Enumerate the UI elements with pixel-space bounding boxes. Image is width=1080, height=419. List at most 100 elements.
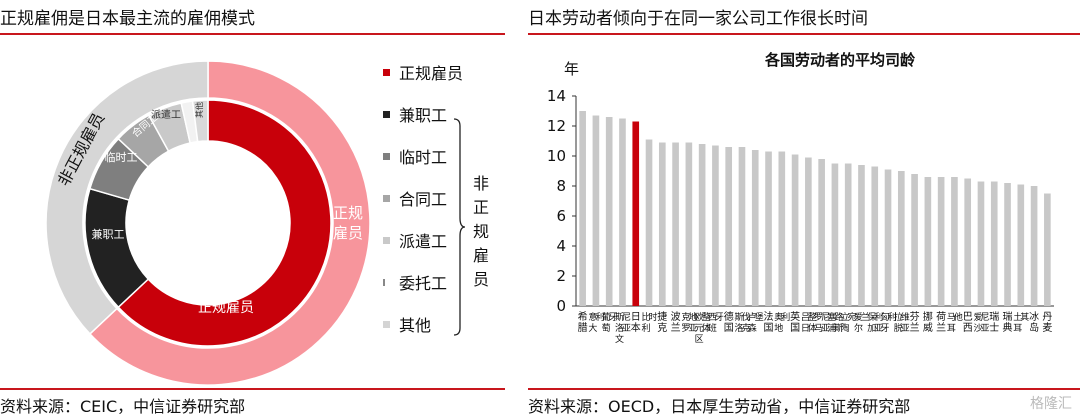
x-tick-label: 立陶宛 — [841, 311, 857, 334]
bar — [1017, 184, 1025, 306]
right-source: 资料来源：OECD，日本厚生劳动省，中信证券研究部 — [528, 397, 911, 416]
bar — [844, 163, 852, 306]
bar — [897, 171, 905, 306]
legend-label: 派遣工 — [399, 232, 448, 251]
bar — [698, 144, 706, 306]
bar — [712, 145, 719, 306]
x-tick-label: 意大利 — [588, 311, 604, 334]
x-tick-label: 爱沙尼亚 — [973, 312, 989, 334]
x-tick-label: 罗马尼亚 — [814, 312, 830, 334]
x-tick-label: 日本 — [631, 312, 641, 334]
bar — [818, 159, 825, 306]
x-tick-label: 吕日整体 — [801, 311, 817, 334]
legend-label: 其他 — [399, 316, 432, 335]
x-tick-label: 芬兰 — [910, 311, 920, 334]
left-source: 资料来源：CEIC，中信证券研究部 — [0, 397, 246, 416]
legend-swatch — [383, 68, 390, 76]
bar — [858, 165, 865, 306]
x-tick-label: 爱尔兰 — [854, 311, 870, 334]
y-tick-label: 6 — [556, 207, 566, 225]
y-tick-label: 14 — [547, 87, 566, 105]
legend-label: 兼职工 — [399, 106, 448, 125]
legend-item-other: 其他 — [383, 314, 432, 335]
legend-swatch — [383, 236, 390, 244]
bar — [632, 121, 640, 306]
watermark-text: 格隆汇 — [1030, 396, 1072, 412]
legend-swatch — [383, 110, 390, 118]
bar — [937, 177, 945, 306]
bar — [951, 177, 958, 306]
bar — [605, 117, 613, 306]
x-tick-label: 比利时 — [642, 311, 658, 334]
y-tick-label: 2 — [556, 267, 566, 285]
x-tick-label: 马耳他 — [947, 311, 963, 334]
bar — [658, 142, 666, 306]
x-tick-label: 捷克 — [657, 310, 667, 334]
x-tick-label: 斯洛伐克 — [734, 311, 750, 334]
bar — [911, 174, 918, 306]
y-tick-label: 10 — [547, 147, 566, 165]
legend-swatch — [383, 152, 390, 160]
x-tick-label: 欧元区整体 — [695, 311, 711, 345]
legend-item-commission: 委托工 — [383, 272, 448, 293]
bar — [619, 118, 626, 306]
inner-label-part-time: 兼职工 — [92, 228, 125, 241]
x-tick-label: 奥地利 — [774, 311, 790, 334]
bar — [1004, 183, 1011, 306]
bar — [977, 181, 985, 306]
x-tick-label: 挪威 — [923, 310, 933, 334]
legend-swatch — [383, 194, 390, 202]
right-panel: 日本劳动者倾向于在同一家公司工作很长时间 各国劳动者的平均司龄年 0 2 4 6 8 10 1… — [528, 0, 1080, 419]
bar — [964, 178, 972, 306]
y-tick-label: 4 — [556, 237, 566, 255]
left-panel: 正规雇佣是日本最主流的雇佣模式 正规雇员 兼职工 临时工 合同工 派遣工 其他 正规雇员 非正… — [0, 0, 505, 419]
y-tick-label: 12 — [547, 117, 566, 135]
x-tick-label: 土耳其 — [1013, 311, 1029, 334]
legend-item-temp: 临时工 — [383, 146, 448, 167]
legend-swatch — [383, 320, 390, 328]
x-tick-label: 葡萄牙 — [602, 311, 618, 334]
right-bottom-rule — [528, 388, 1080, 390]
bar — [725, 147, 733, 306]
left-bottom-rule — [0, 388, 505, 390]
legend-swatch — [383, 278, 390, 286]
bar — [831, 163, 839, 306]
y-tick-label: 0 — [556, 297, 566, 315]
bar — [765, 151, 772, 306]
x-tick-label: 西班牙 — [708, 312, 724, 334]
bar — [884, 169, 892, 306]
inner-label-regular: 正规雇员 — [198, 299, 254, 316]
x-tick-label: 巴西 — [963, 311, 973, 334]
bar — [990, 181, 998, 306]
legend-item-regular: 正规雇员 — [383, 62, 463, 83]
inner-label-other: 其他 — [194, 102, 204, 118]
outer-slice-1 — [45, 60, 209, 335]
bar — [579, 111, 586, 306]
inner-slice-6 — [191, 99, 209, 143]
x-tick-label: 英国 — [790, 310, 800, 334]
x-tick-label: 丹麦 — [1042, 311, 1052, 334]
x-tick-label: 斯洛文尼亚 — [615, 311, 631, 345]
legend-label: 临时工 — [399, 148, 448, 167]
right-panel-title: 日本劳动者倾向于在同一家公司工作很长时间 — [528, 9, 868, 29]
x-tick-label: 希腊 — [578, 310, 588, 334]
inner-slice-0 — [117, 99, 332, 347]
x-tick-label: 塞浦路斯 — [827, 311, 843, 334]
legend-label: 委托工 — [399, 274, 448, 293]
x-tick-label: 保加利亚 — [867, 311, 883, 334]
bar — [778, 151, 786, 306]
x-tick-label: 瑞典 — [1003, 311, 1013, 334]
bar — [805, 157, 812, 306]
right-top-rule — [528, 33, 1080, 35]
x-tick-label: 拉脱维亚 — [894, 311, 910, 334]
bar — [871, 166, 879, 306]
y-axis-label: 年 — [564, 60, 579, 78]
bar — [738, 147, 746, 306]
bar — [672, 142, 679, 306]
x-tick-label: 德国 — [724, 310, 734, 334]
legend-item-dispatch: 派遣工 — [383, 230, 448, 251]
outer-label-regular: 正规雇员 — [333, 204, 363, 242]
bar — [592, 115, 600, 306]
x-tick-label: 卢森堡 — [748, 311, 764, 334]
